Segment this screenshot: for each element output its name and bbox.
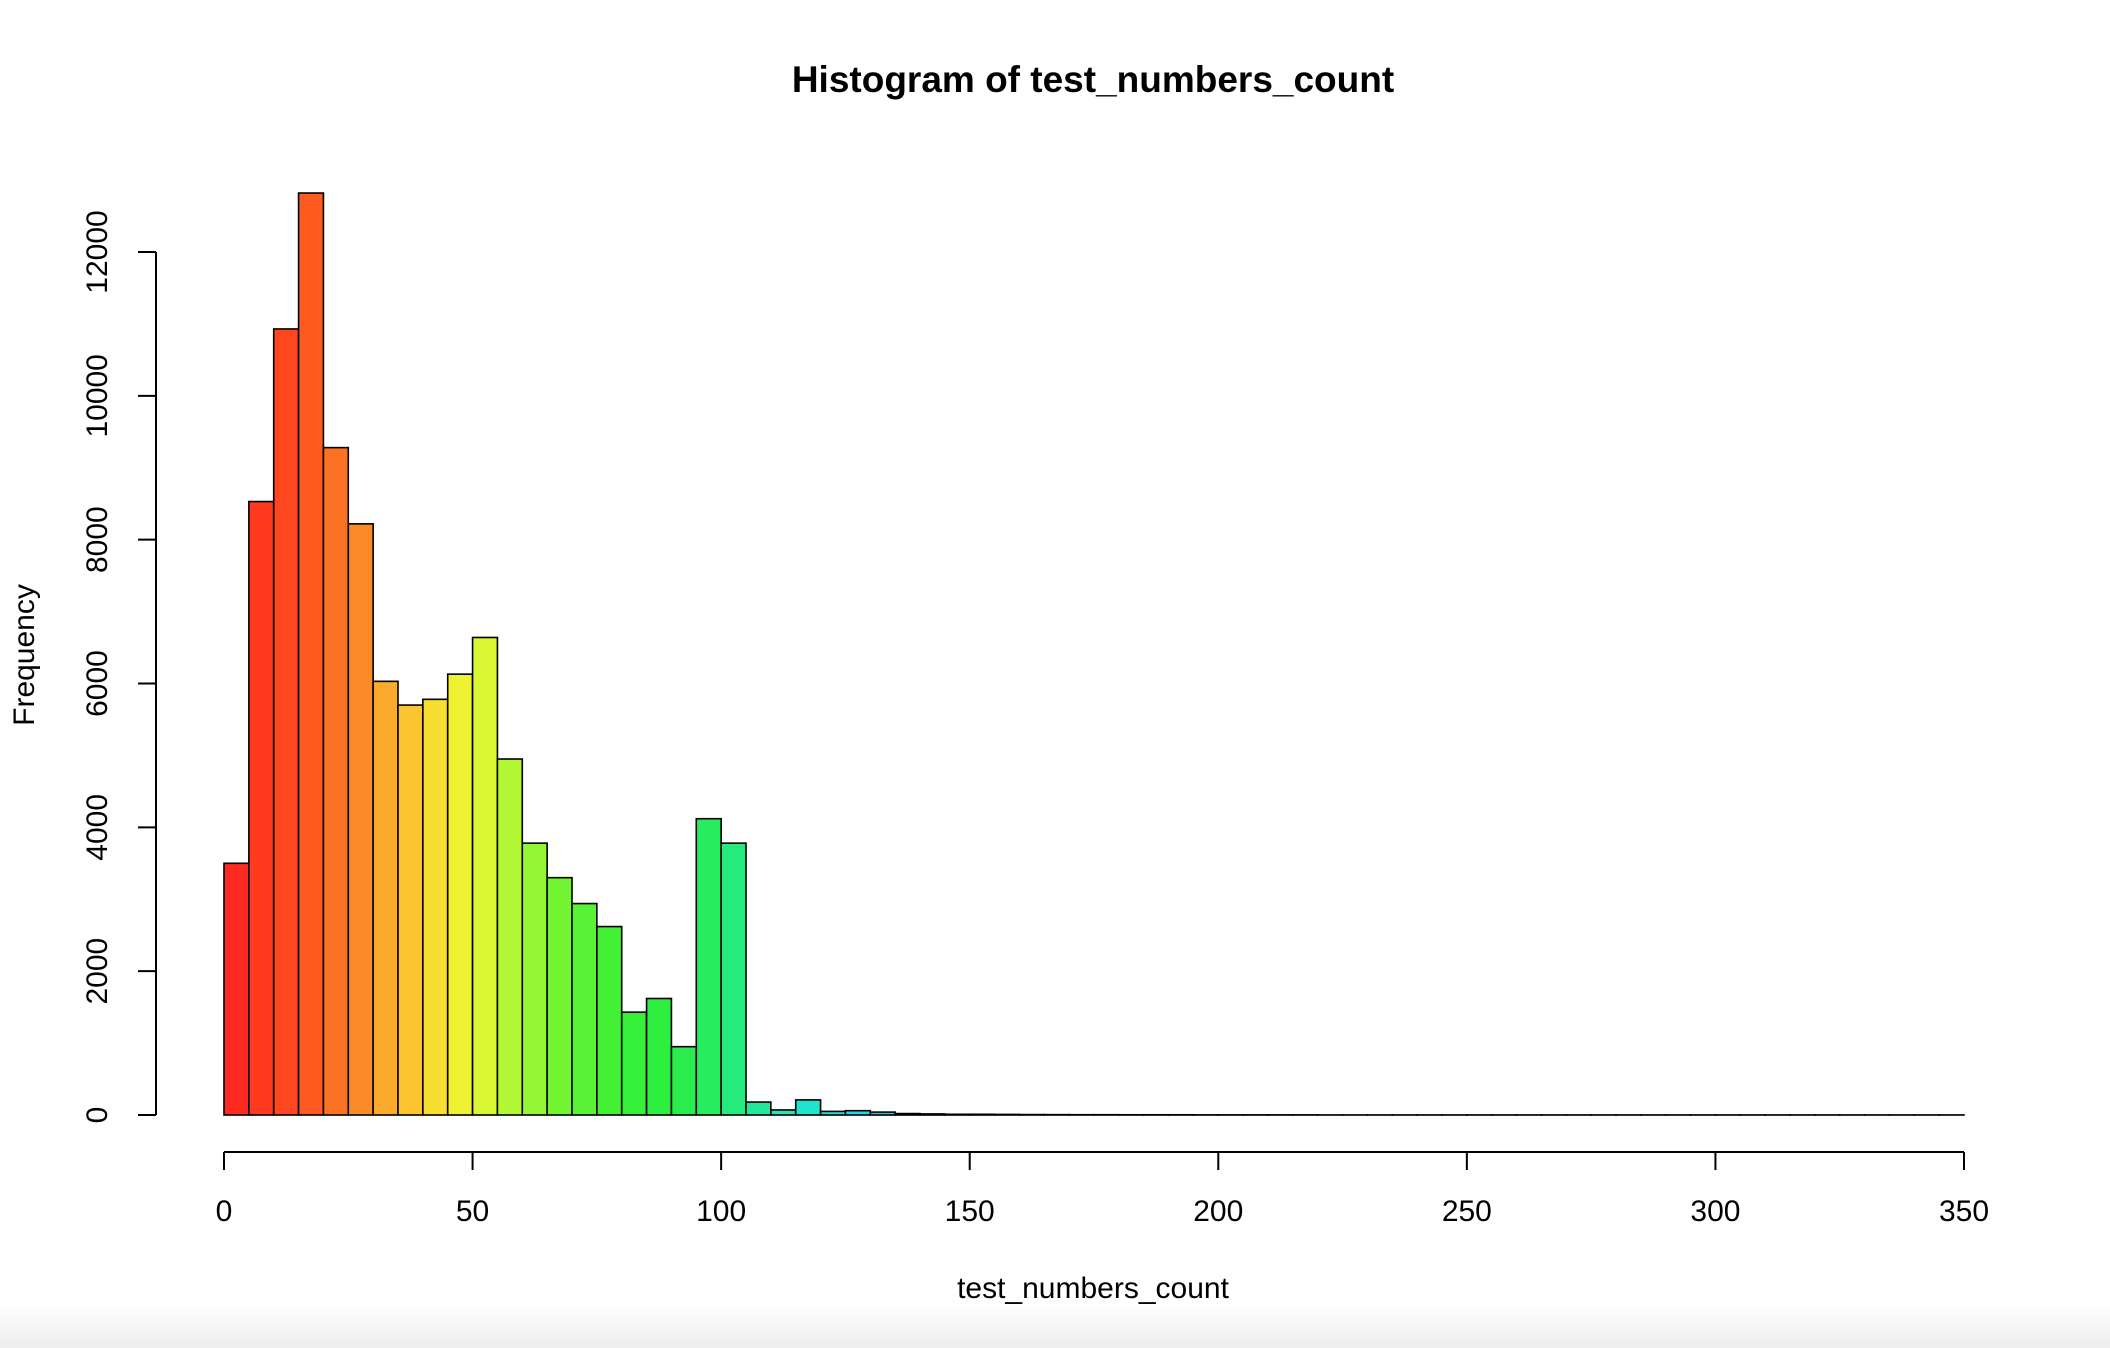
histogram-bar [670, 1045, 698, 1116]
histogram-bar [521, 842, 548, 1116]
histogram-bar [620, 1011, 648, 1116]
histogram-bar [347, 523, 374, 1116]
y-tick-label: 8000 [81, 506, 114, 573]
x-axis: 0 50 100 150 200 250 300 350 [216, 1151, 1989, 1228]
bars-group [223, 192, 1965, 1116]
y-tick-label: 12000 [81, 210, 114, 293]
histogram-bar [894, 1112, 921, 1116]
histogram-bar [919, 1113, 946, 1116]
histogram-bar [720, 842, 747, 1116]
y-tick-label: 6000 [81, 650, 114, 717]
histogram-bar [496, 758, 524, 1116]
histogram-bar [645, 997, 673, 1116]
histogram-bar [422, 698, 449, 1116]
x-tick-label: 350 [1939, 1195, 1989, 1228]
histogram-bar [223, 862, 250, 1116]
histogram-bar [869, 1111, 896, 1116]
histogram-bar [297, 192, 325, 1116]
histogram-bar [770, 1109, 797, 1116]
histogram-bar [993, 1113, 1021, 1116]
x-tick-label: 250 [1442, 1195, 1492, 1228]
histogram-bar [546, 876, 573, 1116]
histogram-bar [571, 902, 598, 1116]
histogram-bar [446, 673, 474, 1116]
y-tick-label: 0 [81, 1107, 114, 1124]
x-tick-label: 150 [945, 1195, 995, 1228]
histogram-bar [471, 636, 499, 1116]
y-tick-label: 10000 [81, 354, 114, 437]
x-axis-label: test_numbers_count [957, 1272, 1229, 1305]
histogram-bar [372, 680, 399, 1116]
x-tick-label: 200 [1193, 1195, 1243, 1228]
histogram-bar [596, 925, 623, 1116]
histogram-bar [397, 704, 424, 1116]
histogram-bar [844, 1109, 872, 1116]
histogram-bar [944, 1113, 971, 1116]
histogram-bar [968, 1113, 996, 1116]
histogram-bar [248, 500, 275, 1116]
histogram-bar [794, 1099, 822, 1116]
x-tick-label: 300 [1690, 1195, 1740, 1228]
histogram-bar [695, 817, 722, 1116]
x-tick-label: 0 [216, 1195, 233, 1228]
y-tick-label: 2000 [81, 938, 114, 1005]
x-tick-label: 50 [456, 1195, 489, 1228]
y-tick-label: 4000 [81, 794, 114, 861]
x-tick-label: 100 [696, 1195, 746, 1228]
y-axis-label: Frequency [8, 584, 41, 726]
histogram-bar [322, 446, 350, 1116]
histogram-bar [745, 1101, 772, 1116]
y-axis: 0 2000 4000 6000 8000 10000 12000 [81, 210, 157, 1124]
histogram-bar [272, 328, 300, 1116]
chart-title: Histogram of test_numbers_count [792, 59, 1394, 100]
histogram-bar [819, 1110, 847, 1116]
